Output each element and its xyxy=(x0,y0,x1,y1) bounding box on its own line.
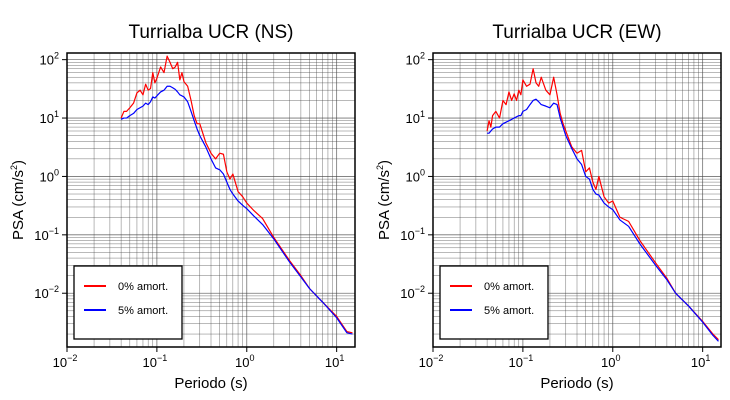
series-line-red xyxy=(486,68,719,341)
legend-box xyxy=(439,265,549,340)
legend-label: 0% amort. xyxy=(484,281,534,293)
series-line-red xyxy=(120,55,353,334)
series-line-blue xyxy=(487,98,719,342)
x-tick-label: 101 xyxy=(691,353,710,370)
y-tick-label: 102 xyxy=(406,51,425,68)
x-tick-label: 100 xyxy=(601,353,620,370)
chart-panel-1: 10−2 10−1 100 101 102 10−2 10−1 100 101 Turrialba… xyxy=(9,22,356,392)
legend-label: 5% amort. xyxy=(118,305,168,317)
x-tick-label: 10−1 xyxy=(509,353,534,370)
chart-panel-2: 10−2 10−1 100 101 102 10−2 10−1 100 101 Turrialba… xyxy=(375,22,722,392)
x-axis-label: Periodo (s) xyxy=(540,375,613,392)
x-tick-label: 101 xyxy=(325,353,344,370)
y-tick-label: 10−1 xyxy=(400,226,425,243)
x-tick-label: 10−1 xyxy=(143,353,168,370)
y-tick-label: 102 xyxy=(40,51,59,68)
y-axis-label: PSA (cm/s2) xyxy=(375,160,393,240)
legend-label: 0% amort. xyxy=(118,281,168,293)
x-tick-label: 100 xyxy=(235,353,254,370)
y-tick-label: 101 xyxy=(40,109,59,126)
chart-title: Turrialba UCR (EW) xyxy=(492,22,661,43)
series-group xyxy=(120,55,353,335)
plot-frame xyxy=(432,52,722,348)
series-group xyxy=(486,68,719,342)
legend-box xyxy=(73,265,183,340)
x-tick-label: 10−2 xyxy=(53,353,78,370)
y-axis-label: PSA (cm/s2) xyxy=(9,160,27,240)
y-tick-label: 100 xyxy=(406,167,425,184)
legend-label: 5% amort. xyxy=(484,305,534,317)
y-tick-label: 100 xyxy=(40,167,59,184)
legend: 0% amort. 5% amort. xyxy=(73,265,183,340)
y-tick-label: 101 xyxy=(406,109,425,126)
y-tick-label: 10−2 xyxy=(400,284,425,301)
gridlines xyxy=(67,53,355,347)
plot-frame xyxy=(66,52,356,348)
series-line-blue xyxy=(120,85,353,335)
x-tick-label: 10−2 xyxy=(419,353,444,370)
y-tick-label: 10−1 xyxy=(34,226,59,243)
legend: 0% amort. 5% amort. xyxy=(439,265,549,340)
chart-title: Turrialba UCR (NS) xyxy=(128,22,293,43)
x-axis-label: Periodo (s) xyxy=(174,375,247,392)
y-tick-label: 10−2 xyxy=(34,284,59,301)
